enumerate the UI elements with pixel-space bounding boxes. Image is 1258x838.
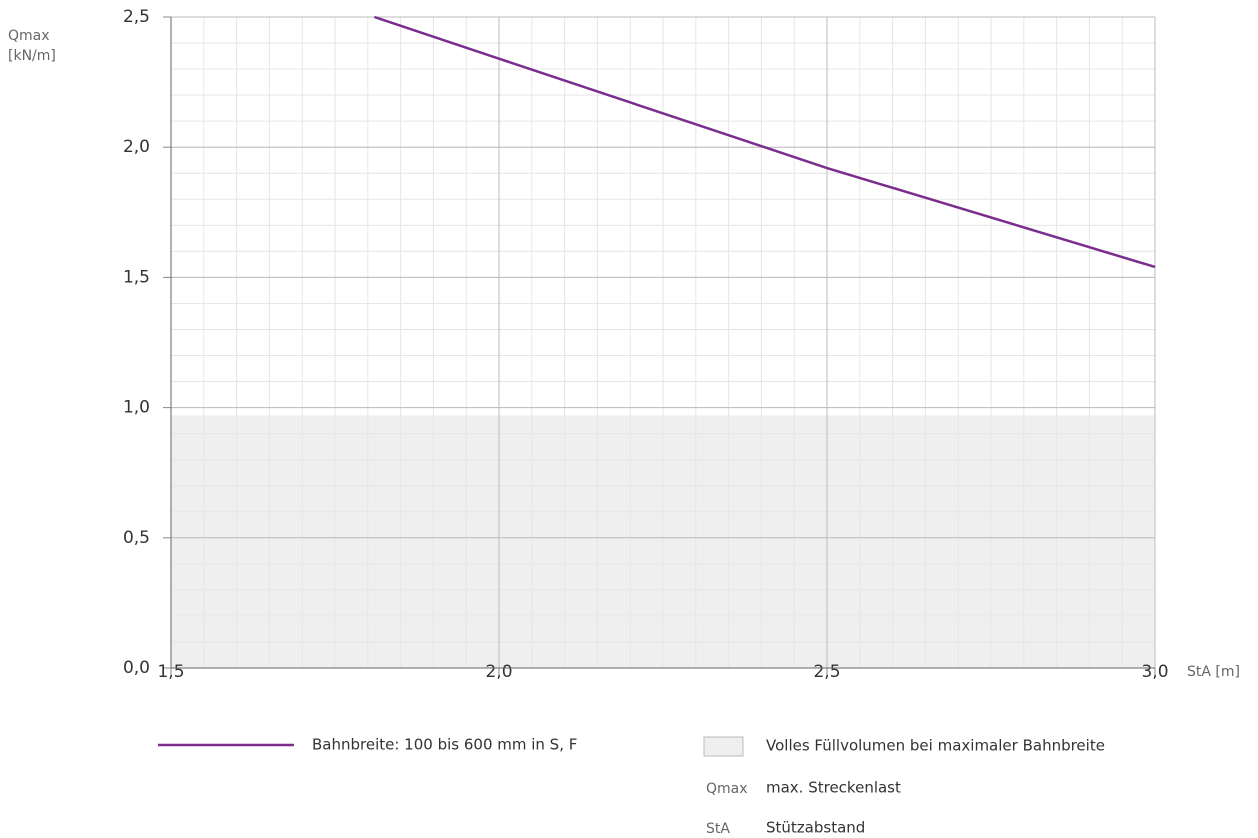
y-tick-label: 2,5 bbox=[123, 7, 150, 27]
x-axis-label: StA [m] bbox=[1187, 664, 1240, 680]
data-line bbox=[373, 15, 1156, 269]
y-tick-label: 1,5 bbox=[123, 267, 150, 287]
abbreviation-meaning: max. Streckenlast bbox=[766, 779, 901, 797]
legend-label: Volles Füllvolumen bei maximaler Bahnbre… bbox=[766, 737, 1105, 755]
abbreviation-meaning: Stützabstand bbox=[766, 819, 865, 837]
y-tick-label: 0,0 bbox=[123, 658, 150, 678]
y-tick-label: 0,5 bbox=[123, 528, 150, 548]
y-tick-label: 2,0 bbox=[123, 137, 150, 157]
legend-swatch bbox=[703, 736, 744, 757]
y-axis-label: Qmax bbox=[8, 28, 50, 44]
abbreviation-term: StA bbox=[706, 821, 730, 837]
y-tick-label: 1,0 bbox=[123, 398, 150, 418]
legend-label: Bahnbreite: 100 bis 600 mm in S, F bbox=[312, 736, 577, 754]
y-axis-label: [kN/m] bbox=[8, 48, 56, 64]
abbreviation-term: Qmax bbox=[706, 781, 748, 797]
